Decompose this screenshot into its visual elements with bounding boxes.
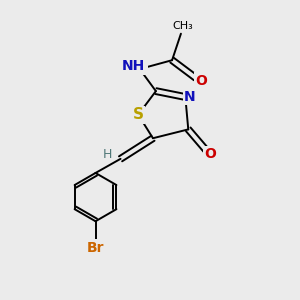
Text: CH₃: CH₃ [172,21,193,31]
Text: NH: NH [122,59,146,73]
Text: Br: Br [87,241,104,255]
Text: O: O [196,74,208,88]
Text: S: S [133,107,144,122]
Text: H: H [103,148,112,161]
Text: O: O [204,147,216,161]
Text: N: N [184,90,196,104]
